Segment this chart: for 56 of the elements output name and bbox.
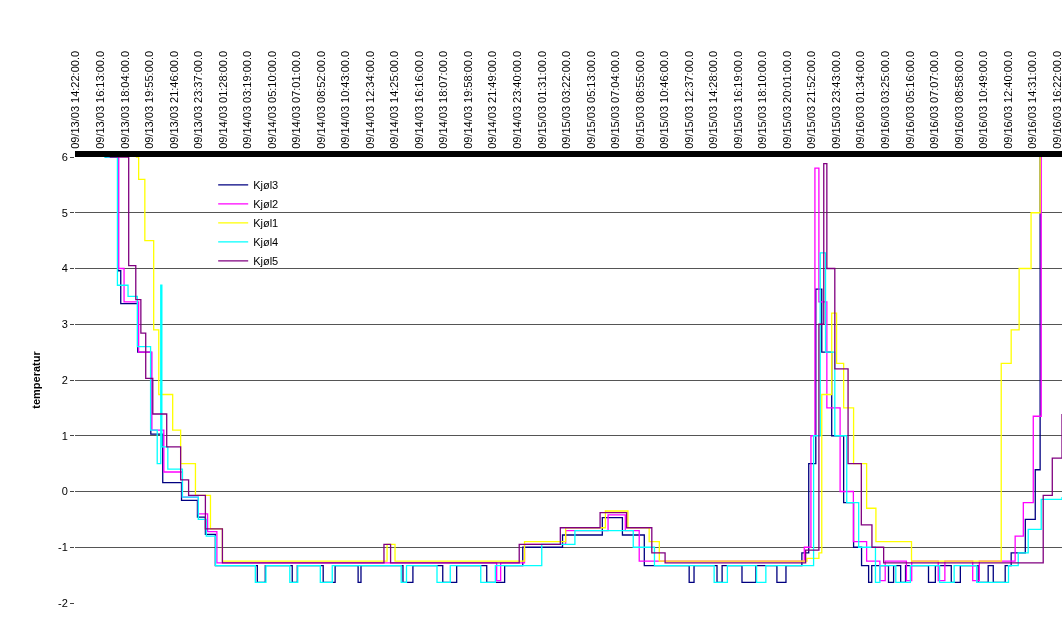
x-tick-label: 09/14/03 07:01:00.0 (290, 50, 303, 149)
x-tick-label: 09/15/03 10:46:00.0 (658, 50, 671, 149)
x-tick-label: 09/15/03 20:01:00.0 (780, 50, 793, 149)
x-tick-label: 09/15/03 21:52:00.0 (805, 50, 818, 149)
x-tick-label: 09/13/03 21:46:00.0 (167, 50, 180, 149)
x-tick-label: 09/14/03 14:25:00.0 (388, 50, 401, 149)
y-tick-label: -2 (58, 596, 68, 609)
x-tick-label: 09/14/03 21:49:00.0 (486, 50, 499, 149)
x-tick-label: 09/14/03 23:40:00.0 (511, 50, 524, 149)
x-tick-label: 09/15/03 18:10:00.0 (756, 50, 769, 149)
y-tick-label: 5 (61, 206, 68, 219)
x-tick-label: 09/15/03 08:55:00.0 (633, 50, 646, 149)
x-tick-label: 09/14/03 16:16:00.0 (412, 50, 425, 149)
x-tick-label: 09/15/03 12:37:00.0 (682, 50, 695, 149)
x-tick-label: 09/13/03 18:04:00.0 (118, 50, 131, 149)
y-tick-label: -1 (58, 541, 68, 554)
x-tick-label: 09/13/03 19:55:00.0 (143, 50, 156, 149)
x-tick-label: 09/16/03 01:34:00.0 (854, 50, 867, 149)
x-tick-label: 09/16/03 07:07:00.0 (928, 50, 941, 149)
x-tick-label: 09/14/03 10:43:00.0 (339, 50, 352, 149)
x-tick-label: 09/14/03 18:07:00.0 (437, 50, 450, 149)
x-tick-label: 09/15/03 07:04:00.0 (609, 50, 622, 149)
x-tick-label: 09/16/03 12:40:00.0 (1001, 50, 1014, 149)
x-tick-label: 09/16/03 16:22:00.0 (1050, 50, 1063, 149)
x-tick-label: 09/13/03 23:37:00.0 (192, 50, 205, 149)
y-axis-title: temperatur (29, 350, 42, 409)
x-tick-label: 09/16/03 03:25:00.0 (878, 50, 891, 149)
x-tick-label: 09/16/03 08:58:00.0 (952, 50, 965, 149)
legend-label: Kjøl5 (253, 255, 279, 268)
y-tick-label: 2 (61, 373, 68, 386)
legend-label: Kjøl3 (253, 179, 279, 192)
x-tick-label: 09/15/03 03:22:00.0 (560, 50, 573, 149)
y-tick-label: 6 (61, 150, 68, 163)
legend-label: Kjøl1 (253, 217, 279, 230)
y-tick-label: 4 (61, 262, 68, 275)
x-tick-label: 09/14/03 12:34:00.0 (363, 50, 376, 149)
y-tick-label: 1 (61, 429, 68, 442)
x-tick-label: 09/14/03 01:28:00.0 (216, 50, 229, 149)
x-tick-label: 09/16/03 14:31:00.0 (1026, 50, 1039, 149)
x-tick-label: 09/15/03 14:28:00.0 (707, 50, 720, 149)
x-tick-label: 09/16/03 05:16:00.0 (903, 50, 916, 149)
x-tick-label: 09/14/03 19:58:00.0 (461, 50, 474, 149)
legend-label: Kjøl4 (253, 236, 279, 249)
legend-label: Kjøl2 (253, 198, 279, 211)
x-tick-label: 09/14/03 05:10:00.0 (265, 50, 278, 149)
x-tick-label: 09/15/03 05:13:00.0 (584, 50, 597, 149)
y-tick-label: 3 (61, 318, 68, 331)
x-tick-label: 09/14/03 03:19:00.0 (241, 50, 254, 149)
x-tick-label: 09/15/03 23:43:00.0 (829, 50, 842, 149)
x-tick-label: 09/16/03 10:49:00.0 (977, 50, 990, 149)
x-tick-label: 09/15/03 16:19:00.0 (731, 50, 744, 149)
x-tick-label: 09/15/03 01:31:00.0 (535, 50, 548, 149)
x-tick-label: 09/13/03 14:22:00.0 (69, 50, 82, 149)
x-tick-label: 09/14/03 08:52:00.0 (314, 50, 327, 149)
y-tick-label: 0 (61, 485, 68, 498)
x-tick-label: 09/13/03 16:13:00.0 (93, 50, 106, 149)
